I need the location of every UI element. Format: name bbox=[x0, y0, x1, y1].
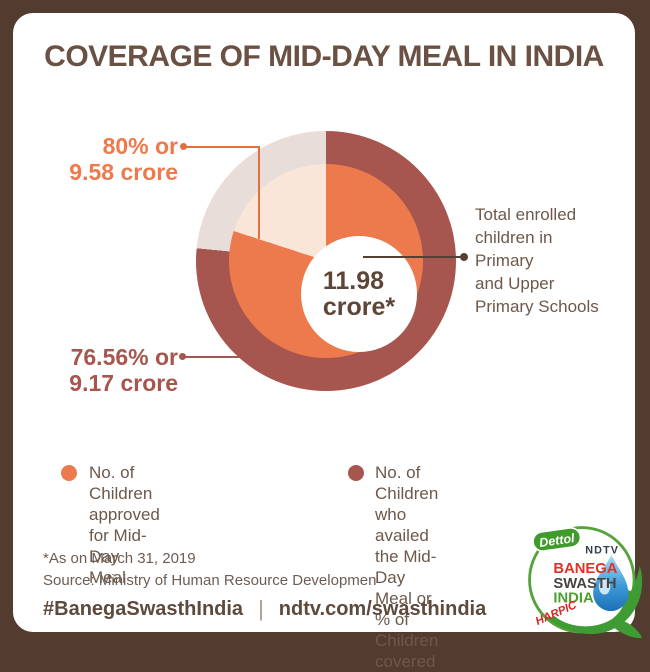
water-drop-icon bbox=[593, 554, 629, 612]
thumb-shape bbox=[613, 619, 643, 638]
legend-dot bbox=[61, 465, 77, 481]
logo-india-text: INDIA bbox=[553, 591, 594, 607]
hashtag-separator: | bbox=[258, 596, 264, 621]
hand-leaf-icon bbox=[547, 566, 643, 634]
page-title: COVERAGE OF MID-DAY MEAL IN INDIA bbox=[44, 40, 604, 73]
hashtag-row: #BanegaSwasthIndia | ndtv.com/swasthindi… bbox=[43, 596, 486, 622]
banega-swasth-india-logo: Dettol NDTV BANEGA SWASTH INDIA HARPIC bbox=[525, 523, 650, 648]
footnote: *As on March 31, 2019 Source: Ministry o… bbox=[43, 548, 376, 592]
footnote-date: *As on March 31, 2019 bbox=[43, 550, 196, 567]
callout-inner-ring: 80% or 9.58 crore bbox=[69, 133, 178, 185]
infographic: COVERAGE OF MID-DAY MEAL IN INDIA 11.98 … bbox=[13, 13, 643, 671]
logo-banega-text: BANEGA bbox=[553, 561, 617, 577]
total-enrolled-annotation: Total enrolled children in Primary and U… bbox=[475, 205, 599, 316]
dettol-logo-text: Dettol bbox=[538, 531, 576, 550]
leader-dot-outer bbox=[179, 353, 186, 360]
hashtag: #BanegaSwasthIndia bbox=[43, 597, 244, 620]
leader-line-center bbox=[363, 256, 463, 258]
leader-dot-center bbox=[460, 253, 468, 261]
footnote-source: Source: Ministry of Human Resource Devel… bbox=[43, 572, 377, 589]
leader-dot-inner bbox=[180, 143, 187, 150]
card: COVERAGE OF MID-DAY MEAL IN INDIA 11.98 … bbox=[13, 13, 643, 671]
donut-inner-ring: 11.98 crore* bbox=[229, 164, 423, 358]
dettol-pill bbox=[532, 526, 582, 552]
donut-chart: 11.98 crore* bbox=[196, 131, 456, 391]
legend-label: No. of Children who availed the Mid-Day … bbox=[375, 463, 439, 671]
campaign-url: ndtv.com/swasthindia bbox=[278, 597, 487, 620]
callout-outer-ring: 76.56% or 9.17 crore bbox=[69, 344, 178, 396]
drop-highlight bbox=[598, 578, 611, 595]
center-value: 11.98 crore* bbox=[322, 267, 396, 321]
leader-line-inner-horizontal bbox=[185, 145, 260, 148]
donut-outer-ring: 11.98 crore* bbox=[196, 131, 456, 391]
ndtv-logo-text: NDTV bbox=[585, 545, 619, 557]
leader-line-outer bbox=[185, 355, 253, 358]
legend-dot bbox=[348, 465, 364, 481]
legend-label: No. of Children approved for Mid-Day Mea… bbox=[89, 463, 160, 587]
logo-graphic: Dettol NDTV BANEGA SWASTH INDIA HARPIC bbox=[528, 526, 643, 638]
donut-center: 11.98 crore* bbox=[301, 236, 417, 352]
logo-swasth-text: SWASTH bbox=[553, 576, 616, 592]
leader-line-inner-vertical bbox=[258, 145, 260, 239]
